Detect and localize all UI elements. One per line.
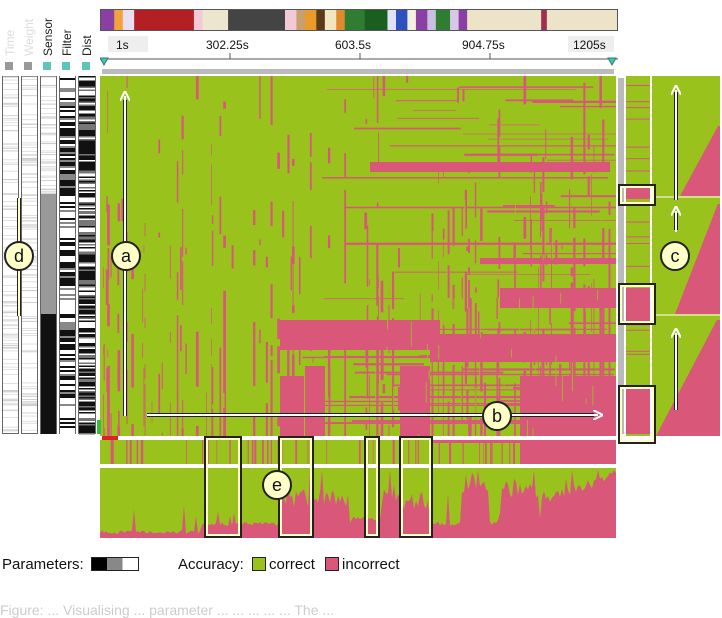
legend-parameters-label: Parameters: xyxy=(2,556,84,573)
param-toggle-filter[interactable] xyxy=(62,62,70,70)
timeline-segment xyxy=(396,9,408,31)
timeline-segment xyxy=(296,9,306,31)
callout-d: d xyxy=(4,241,34,271)
matrix-marker-red xyxy=(102,436,118,440)
timeline-axis-band xyxy=(108,36,148,52)
timeline-segment xyxy=(435,9,451,31)
timeline-segment xyxy=(344,9,365,31)
range-handle-right[interactable] xyxy=(607,57,617,67)
highlight-frame-c3 xyxy=(618,385,656,444)
legend-accuracy-label: Accuracy: xyxy=(178,556,244,573)
callout-b: b xyxy=(482,401,512,431)
timeline-color-bar[interactable] xyxy=(100,9,618,31)
timeline-tick-3: 904.75s xyxy=(462,38,505,52)
callout-c: c xyxy=(660,241,690,271)
legend-correct-label: correct xyxy=(269,556,315,573)
sensor-black xyxy=(41,314,56,434)
strip-incorrect xyxy=(626,186,650,198)
param-toggle-weight[interactable] xyxy=(24,62,32,70)
timeline-segment xyxy=(450,9,459,31)
timeline-segment xyxy=(304,9,317,31)
timeline-segment xyxy=(427,9,437,31)
timeline-segment xyxy=(122,9,135,31)
timeline-tick-1: 302.25s xyxy=(206,38,249,52)
accuracy-matrix[interactable] xyxy=(100,76,616,436)
strip-incorrect xyxy=(626,388,650,434)
sensor-gray xyxy=(41,194,56,314)
legend-incorrect-swatch xyxy=(325,557,340,571)
timeline-segment xyxy=(364,9,388,31)
timeline-segment xyxy=(336,9,346,31)
timeline-segment xyxy=(114,9,124,31)
aggregate-bar-top[interactable] xyxy=(100,440,616,464)
timeline-segment xyxy=(202,9,229,31)
highlight-frame-c1 xyxy=(618,184,656,206)
timeline-segment xyxy=(100,9,115,31)
aggregate-area-chart[interactable] xyxy=(100,468,616,538)
timeline-tick-2: 603.5s xyxy=(335,38,372,52)
timeline-segment xyxy=(458,9,468,31)
timeline-segment xyxy=(285,9,297,31)
highlight-frame-c2 xyxy=(618,283,656,325)
strip-incorrect xyxy=(626,288,650,322)
sorted-group xyxy=(656,320,720,436)
timeline-segment xyxy=(407,9,417,31)
highlight-frame-e1 xyxy=(204,436,242,538)
timeline-segment xyxy=(134,9,195,31)
right-strip-gray xyxy=(618,78,624,434)
timeline-segment xyxy=(415,9,428,31)
timeline-tick-0: 1s xyxy=(116,38,129,52)
timeline-segment xyxy=(228,9,286,31)
callout-a: a xyxy=(111,241,141,271)
timeline-tick-4: 1205s xyxy=(573,38,606,52)
timeline-segment xyxy=(546,9,618,31)
timeline-segment xyxy=(316,9,326,31)
legend-parameters-swatch xyxy=(90,557,139,571)
aggregate-strip[interactable] xyxy=(626,76,650,436)
figure-caption: Figure: ... Visualising ... parameter ..… xyxy=(0,602,335,618)
matrix-marker-green xyxy=(97,420,101,434)
parameter-columns xyxy=(2,76,96,435)
timeline-axis xyxy=(100,53,618,74)
callout-e: e xyxy=(262,470,292,500)
sorted-group xyxy=(675,204,720,314)
highlight-frame-e3 xyxy=(364,436,380,538)
timeline-segment xyxy=(467,9,542,31)
incorrect-area xyxy=(100,470,616,538)
param-toggle-sensor[interactable] xyxy=(43,62,51,70)
param-toggle-dist[interactable] xyxy=(82,62,90,70)
legend-incorrect-label: incorrect xyxy=(342,556,400,573)
param-toggle-time[interactable] xyxy=(5,62,13,70)
legend-correct-swatch xyxy=(252,557,267,571)
legend-parameters: Parameters: xyxy=(2,556,139,573)
sorted-group xyxy=(680,126,720,196)
legend-accuracy: Accuracy: correct incorrect xyxy=(178,556,400,573)
range-handle-left[interactable] xyxy=(100,57,109,67)
timeline-segment xyxy=(193,9,203,31)
timeline-axis-band-end xyxy=(568,36,614,52)
timeline-segment xyxy=(541,9,548,31)
timeline-segment xyxy=(324,9,337,31)
highlight-frame-e4 xyxy=(399,436,433,538)
timeline-segment xyxy=(387,9,397,31)
